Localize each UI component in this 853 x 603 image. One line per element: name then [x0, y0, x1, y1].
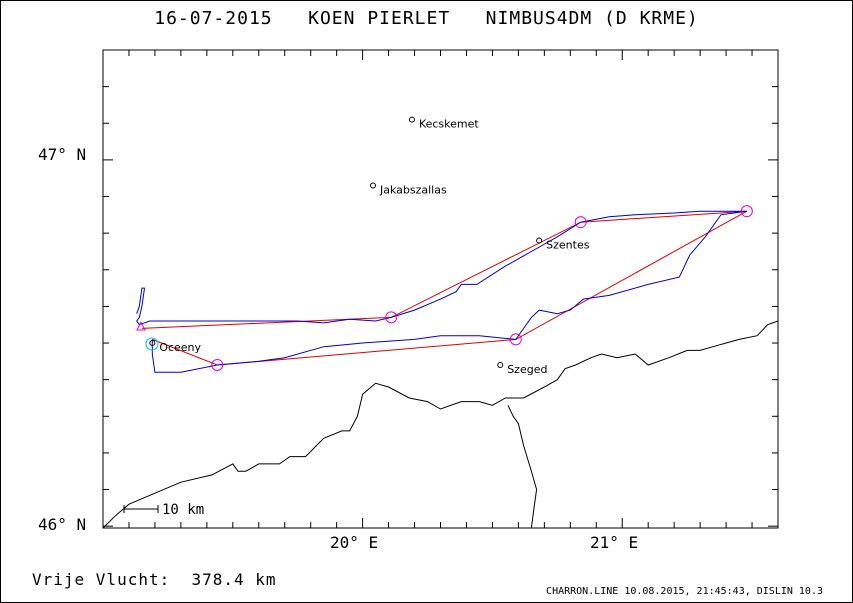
lon-label-21: 21° E	[590, 533, 638, 552]
place-dot-icon	[536, 237, 543, 244]
scale-bar: 10 km	[123, 502, 204, 518]
place-dot-icon	[149, 340, 156, 347]
scale-bar-label: 10 km	[162, 502, 204, 518]
flight-summary: Vrije Vlucht: 378.4 km	[32, 570, 277, 589]
task-route	[141, 210, 748, 366]
turnpoint-circle-icon	[740, 205, 753, 218]
place-label: Oceeny	[159, 341, 201, 354]
finish-circle-icon	[145, 337, 159, 351]
country-border	[102, 320, 779, 529]
map-title: 16-07-2015 KOEN PIERLET NIMBUS4DM (D KRM…	[154, 8, 699, 29]
place-label: Szeged	[507, 363, 547, 376]
turnpoint-circle-icon	[574, 216, 587, 229]
start-marker	[136, 320, 159, 351]
lat-label-46: 46° N	[38, 515, 86, 534]
start-triangle-icon	[136, 320, 146, 331]
place-label: Jakabszallas	[379, 184, 447, 197]
place-label: Kecskemet	[419, 118, 479, 131]
lon-label-20: 20° E	[330, 533, 378, 552]
place-dot-icon	[370, 182, 376, 189]
axis-ticks	[103, 50, 778, 528]
flight-distance: 378.4 km	[191, 570, 277, 589]
place-markers: Kecskemet Jakabszallas Szentes Oceeny Szeged	[149, 116, 590, 376]
place-label: Szentes	[546, 238, 590, 251]
credits-line: CHARRON.LINE 10.08.2015, 21:45:43, DISLI…	[546, 586, 823, 597]
turnpoint-circle-icon	[509, 333, 522, 346]
turnpoint-markers	[211, 205, 753, 372]
river-line	[507, 405, 538, 529]
turnpoint-circle-icon	[385, 311, 398, 324]
flight-track	[136, 210, 747, 373]
lat-label-47: 47° N	[38, 145, 86, 164]
flight-label: Vrije Vlucht:	[32, 570, 171, 589]
turnpoint-circle-icon	[211, 359, 224, 372]
place-dot-icon	[497, 362, 504, 369]
place-dot-icon	[408, 116, 415, 123]
